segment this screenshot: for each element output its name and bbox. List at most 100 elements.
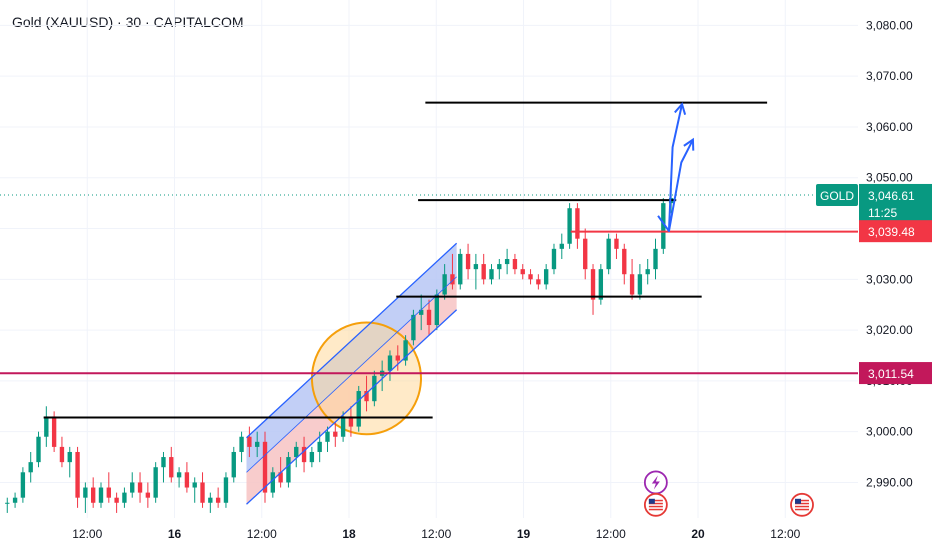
candle[interactable] <box>567 208 572 244</box>
candle[interactable] <box>317 441 322 452</box>
candle[interactable] <box>44 416 49 437</box>
candle[interactable] <box>239 436 244 452</box>
candle[interactable] <box>122 492 127 503</box>
candle[interactable] <box>473 264 479 270</box>
candle[interactable] <box>270 472 275 493</box>
candle[interactable] <box>75 451 80 498</box>
candle[interactable] <box>12 497 18 503</box>
candle[interactable] <box>20 472 26 498</box>
candle[interactable] <box>598 269 604 300</box>
candle[interactable] <box>215 497 221 503</box>
candle[interactable] <box>106 487 111 498</box>
candle[interactable] <box>645 269 650 275</box>
candle[interactable] <box>255 441 260 447</box>
candle[interactable] <box>528 274 533 280</box>
channel-line[interactable] <box>246 309 458 505</box>
candle[interactable] <box>340 416 346 437</box>
candle[interactable] <box>629 274 635 295</box>
x-tick-label: 19 <box>517 527 531 541</box>
us-flag-icon[interactable] <box>643 492 668 517</box>
candle[interactable] <box>59 446 65 463</box>
candle[interactable] <box>458 253 463 285</box>
candle[interactable] <box>176 472 182 478</box>
candle[interactable] <box>614 238 619 249</box>
candle[interactable] <box>590 269 596 300</box>
candle[interactable] <box>91 487 96 503</box>
candle[interactable] <box>301 446 307 463</box>
x-tick-label: 12:00 <box>421 527 451 541</box>
candle[interactable] <box>200 482 205 503</box>
candle[interactable] <box>450 274 455 285</box>
candle[interactable] <box>419 309 424 315</box>
projection-arrow[interactable] <box>667 103 684 232</box>
candle[interactable] <box>348 416 354 427</box>
candle[interactable] <box>153 467 158 498</box>
us-flag-icon[interactable] <box>790 492 814 517</box>
candle[interactable] <box>434 294 440 326</box>
candle[interactable] <box>208 497 213 503</box>
candle[interactable] <box>325 431 330 442</box>
candle[interactable] <box>5 502 10 504</box>
candle[interactable] <box>387 355 393 371</box>
candle[interactable] <box>169 457 174 478</box>
candle[interactable] <box>372 375 377 402</box>
candle[interactable] <box>442 274 447 295</box>
candle[interactable] <box>67 451 72 463</box>
flag-stripe <box>795 502 810 505</box>
projection-arrow[interactable] <box>657 139 694 233</box>
candle[interactable] <box>653 248 658 270</box>
candle[interactable] <box>489 269 494 280</box>
candle[interactable] <box>512 259 518 270</box>
candle[interactable] <box>559 243 564 249</box>
candle[interactable] <box>481 264 486 280</box>
candle[interactable] <box>637 274 643 295</box>
candle[interactable] <box>661 203 666 249</box>
candle[interactable] <box>356 391 361 427</box>
flag-stripe <box>795 499 810 502</box>
candle[interactable] <box>426 309 432 326</box>
candle[interactable] <box>247 436 252 447</box>
candle[interactable] <box>520 269 525 275</box>
candle[interactable] <box>543 269 549 285</box>
flag-stripe <box>795 508 810 511</box>
candle[interactable] <box>130 482 135 493</box>
candle[interactable] <box>551 248 557 270</box>
candle[interactable] <box>51 416 57 447</box>
candle[interactable] <box>83 487 88 498</box>
candle[interactable] <box>411 314 416 341</box>
candle[interactable] <box>145 492 151 498</box>
candle[interactable] <box>504 259 510 265</box>
channel-line[interactable] <box>246 276 457 473</box>
x-tick-label: 20 <box>691 527 705 541</box>
price-axis[interactable] <box>858 0 932 550</box>
candle[interactable] <box>606 238 611 270</box>
candle[interactable] <box>403 340 408 361</box>
candle[interactable] <box>114 497 119 503</box>
candle[interactable] <box>98 487 104 503</box>
candle[interactable] <box>536 279 541 285</box>
candle[interactable] <box>223 477 229 503</box>
candle[interactable] <box>333 431 338 437</box>
candle[interactable] <box>364 391 369 402</box>
candle[interactable] <box>622 248 627 275</box>
candle[interactable] <box>286 457 291 483</box>
candle[interactable] <box>28 462 33 473</box>
channel-line[interactable] <box>246 242 458 439</box>
candle[interactable] <box>497 264 502 270</box>
candle[interactable] <box>395 355 400 361</box>
candle[interactable] <box>465 253 471 270</box>
candle[interactable] <box>262 441 268 493</box>
candle[interactable] <box>278 472 283 483</box>
candle[interactable] <box>137 482 143 493</box>
candle[interactable] <box>583 238 588 270</box>
current-price-value: 3,046.61 <box>868 189 915 203</box>
candle[interactable] <box>192 482 197 488</box>
candle[interactable] <box>231 451 236 478</box>
candle[interactable] <box>575 208 580 239</box>
candle[interactable] <box>294 446 299 458</box>
candle[interactable] <box>36 436 41 463</box>
candle[interactable] <box>309 451 315 463</box>
candle[interactable] <box>184 472 190 488</box>
candle[interactable] <box>161 457 166 468</box>
